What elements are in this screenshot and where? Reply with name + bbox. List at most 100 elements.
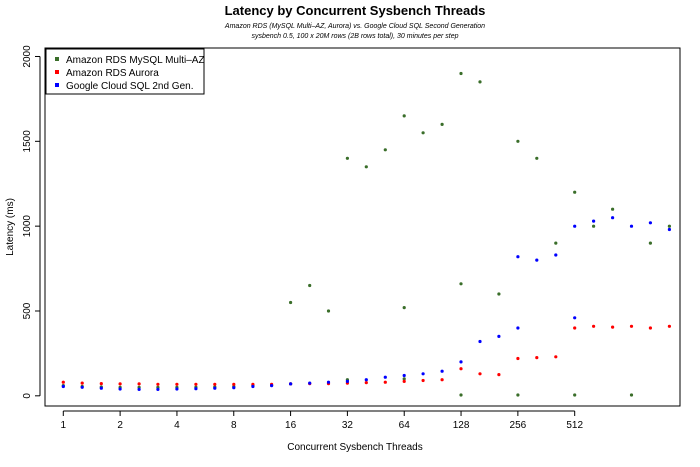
data-point-series-1-3 [118, 382, 122, 386]
data-point-series-1-23 [497, 373, 501, 377]
data-point-series-2-12 [289, 382, 293, 386]
data-point-series-2-28 [573, 316, 577, 320]
data-point-series-0-14 [308, 283, 312, 288]
data-point-series-1-2 [99, 382, 103, 386]
data-point-series-1-19 [421, 378, 425, 383]
data-point-series-0-13 [289, 300, 293, 305]
data-point-series-1-6 [175, 382, 179, 386]
y-tick-label-4: 2000 [22, 45, 33, 68]
data-point-series-0-17 [345, 156, 349, 160]
legend-label-aurora: Amazon RDS Aurora [66, 68, 159, 79]
data-point-series-1-32 [667, 324, 672, 328]
data-point-series-2-1 [80, 385, 84, 389]
data-point-series-2-33 [648, 221, 653, 225]
data-point-series-0-28 [478, 80, 482, 84]
data-point-series-1-10 [251, 382, 255, 386]
data-point-series-1-21 [459, 367, 463, 371]
x-tick-label-1: 2 [117, 420, 123, 431]
data-point-series-1-8 [213, 382, 217, 386]
data-point-series-1-26 [554, 355, 558, 359]
x-tick-label-2: 4 [174, 420, 180, 431]
legend-marker-aurora [55, 70, 59, 74]
data-point-series-2-18 [402, 373, 406, 378]
x-tick-label-7: 128 [453, 420, 470, 431]
data-point-series-2-29 [573, 224, 577, 228]
data-point-series-1-16 [364, 381, 368, 385]
y-tick-label-0: 0 [22, 393, 33, 399]
data-point-series-2-11 [270, 384, 274, 388]
data-point-series-0-38 [629, 393, 634, 397]
data-point-series-0-31 [516, 139, 520, 143]
data-point-series-0-23 [421, 131, 425, 135]
x-tick-label-0: 1 [61, 420, 67, 431]
data-point-series-0-24 [440, 122, 444, 126]
chart-subtitle-line-1: Amazon RDS (MySQL Multi–AZ, Aurora) vs. … [224, 23, 485, 30]
x-tick-label-3: 8 [231, 420, 237, 431]
data-point-series-2-8 [213, 386, 217, 390]
legend: Amazon RDS MySQL Multi–AZ Amazon RDS Aur… [45, 48, 205, 95]
data-point-series-2-13 [308, 381, 312, 385]
data-point-series-1-28 [592, 324, 596, 328]
data-point-series-1-24 [516, 356, 520, 361]
data-point-series-1-31 [648, 326, 653, 330]
data-point-series-2-5 [156, 387, 160, 391]
data-point-series-0-29 [497, 292, 501, 296]
data-point-series-2-21 [459, 360, 463, 364]
data-point-series-1-1 [80, 381, 84, 385]
x-tick-label-8: 256 [510, 420, 527, 431]
data-point-series-1-22 [478, 372, 482, 376]
x-tick-label-6: 64 [399, 420, 411, 431]
data-point-series-2-30 [592, 219, 596, 223]
data-point-series-2-24 [516, 326, 520, 330]
data-point-series-0-18 [364, 165, 368, 169]
data-point-series-0-32 [535, 156, 539, 160]
data-point-series-0-25 [459, 393, 463, 397]
legend-label-cloudsql: Google Cloud SQL 2nd Gen. [66, 81, 194, 92]
data-point-series-1-30 [629, 324, 634, 328]
data-point-series-2-19 [421, 372, 425, 376]
data-point-series-0-37 [611, 207, 615, 211]
data-point-series-0-20 [402, 377, 406, 381]
data-point-series-2-3 [118, 387, 122, 391]
data-point-series-2-4 [137, 387, 141, 391]
data-point-series-0-22 [402, 114, 406, 118]
data-point-series-2-34 [667, 227, 672, 232]
data-point-series-0-26 [459, 71, 463, 76]
data-point-series-1-7 [194, 382, 198, 386]
x-tick-label-9: 512 [566, 420, 583, 431]
data-point-series-1-18 [402, 379, 406, 383]
data-point-series-2-9 [232, 386, 236, 390]
data-point-series-1-27 [573, 326, 577, 330]
data-point-series-2-6 [175, 387, 179, 391]
data-point-series-0-36 [592, 224, 596, 228]
data-points [61, 71, 672, 397]
data-point-series-2-26 [535, 258, 539, 262]
y-axis-label: Latency (ms) [5, 198, 16, 256]
data-point-series-2-22 [478, 339, 482, 344]
x-tick-label-5: 32 [342, 420, 354, 431]
data-point-series-2-25 [516, 255, 520, 259]
legend-marker-mysql [55, 57, 59, 61]
data-point-series-0-35 [573, 190, 577, 194]
data-point-series-2-27 [554, 253, 558, 257]
data-point-series-0-34 [573, 393, 577, 397]
x-axis-label: Concurrent Sysbench Threads [287, 442, 422, 453]
data-point-series-2-15 [345, 379, 349, 383]
data-point-series-0-19 [383, 148, 387, 152]
data-point-series-0-15 [326, 309, 331, 313]
x-axis: 1 2 4 8 16 32 64 128 256 512 [61, 410, 583, 431]
data-point-series-2-32 [629, 224, 634, 228]
data-point-series-1-25 [535, 356, 539, 360]
data-point-series-2-14 [326, 380, 331, 384]
data-point-series-0-40 [667, 224, 672, 228]
legend-box [45, 48, 205, 95]
data-point-series-2-23 [497, 334, 501, 338]
data-point-series-0-27 [459, 282, 463, 286]
data-point-series-1-4 [137, 382, 141, 386]
y-tick-label-3: 1500 [22, 130, 33, 153]
data-point-series-2-0 [61, 384, 65, 389]
data-point-series-1-29 [611, 325, 615, 329]
chart-title: Latency by Concurrent Sysbench Threads [225, 3, 486, 18]
legend-marker-cloudsql [55, 83, 59, 87]
